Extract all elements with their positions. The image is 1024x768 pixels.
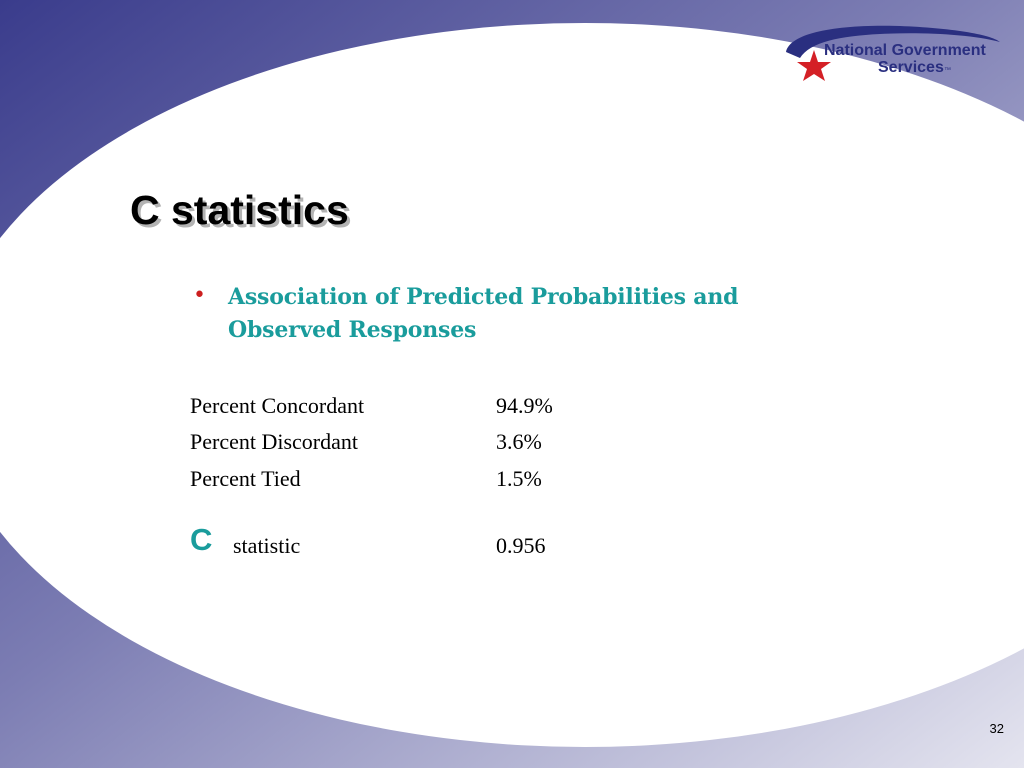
- stat-value: 3.6%: [496, 429, 542, 454]
- logo-swoosh-icon: [786, 25, 1000, 58]
- bullet-point-icon: •: [193, 283, 206, 308]
- logo-trademark: ™: [944, 67, 951, 74]
- c-statistic-value: 0.956: [496, 533, 546, 558]
- stat-label: Percent Discordant: [190, 429, 358, 454]
- stat-value: 1.5%: [496, 466, 542, 491]
- logo-line1: National Government: [824, 42, 986, 59]
- page-number: 32: [989, 721, 1004, 736]
- c-statistic-label: statistic: [233, 533, 301, 558]
- company-logo: National Government Services ™: [786, 25, 1000, 81]
- stat-label: Percent Concordant: [190, 393, 365, 418]
- stat-value: 94.9%: [496, 393, 553, 418]
- stat-label: Percent Tied: [190, 466, 301, 491]
- white-ellipse: [0, 23, 1024, 747]
- slide-title: C statistics: [130, 187, 349, 233]
- c-statistic-letter: C: [190, 522, 213, 557]
- logo-line2: Services: [878, 59, 944, 76]
- bullet-text: Association of Predicted Probabilities a…: [228, 284, 739, 343]
- red-star-icon: [797, 50, 831, 81]
